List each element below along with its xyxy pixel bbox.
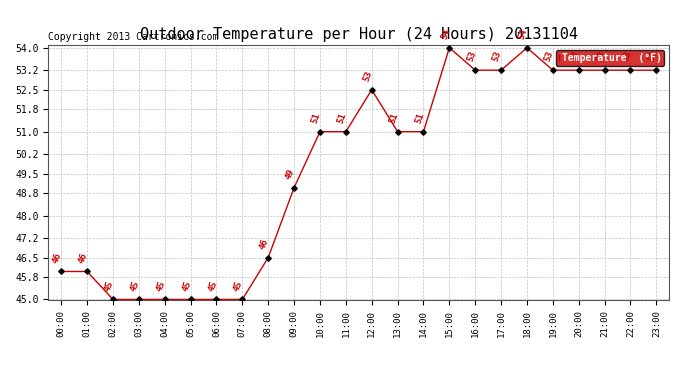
Text: 51: 51 xyxy=(413,111,426,125)
Text: 45: 45 xyxy=(233,279,244,292)
Text: 53: 53 xyxy=(595,50,607,63)
Text: 53: 53 xyxy=(491,50,503,63)
Text: 54: 54 xyxy=(517,28,529,41)
Title: Outdoor Temperature per Hour (24 Hours) 20131104: Outdoor Temperature per Hour (24 Hours) … xyxy=(140,27,578,42)
Text: 53: 53 xyxy=(620,50,633,63)
Text: 53: 53 xyxy=(465,50,477,63)
Text: 45: 45 xyxy=(206,279,219,292)
Text: 51: 51 xyxy=(336,111,348,125)
Text: 54: 54 xyxy=(440,28,451,41)
Text: Copyright 2013 Cartronics.com: Copyright 2013 Cartronics.com xyxy=(48,33,219,42)
Text: 51: 51 xyxy=(310,111,322,125)
Text: 49: 49 xyxy=(284,167,296,181)
Text: 53: 53 xyxy=(569,50,581,63)
Text: 45: 45 xyxy=(103,279,115,292)
Text: 53: 53 xyxy=(647,50,658,63)
Legend: Temperature  (°F): Temperature (°F) xyxy=(556,50,664,66)
Text: 45: 45 xyxy=(129,279,141,292)
Text: 46: 46 xyxy=(51,251,63,264)
Text: 45: 45 xyxy=(181,279,193,292)
Text: 46: 46 xyxy=(77,251,89,264)
Text: 53: 53 xyxy=(362,70,374,83)
Text: 46: 46 xyxy=(258,237,270,250)
Text: 51: 51 xyxy=(388,111,400,125)
Text: 53: 53 xyxy=(543,50,555,63)
Text: 45: 45 xyxy=(155,279,167,292)
